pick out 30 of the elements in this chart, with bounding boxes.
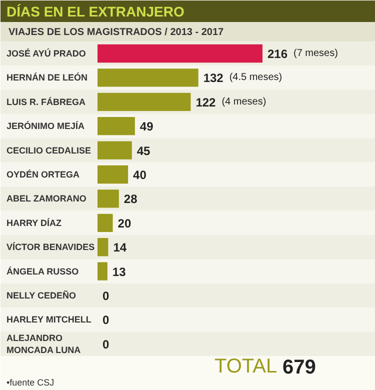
y-tick-label: JOSÉ AYÚ PRADO xyxy=(6,48,86,58)
data-label: 132 (4.5 meses) xyxy=(203,71,282,86)
data-label: 45 xyxy=(136,144,151,158)
y-tick-label: LUIS R. FÁBREGA xyxy=(6,96,86,107)
y-tick-label: OYDÉN ORTEGA xyxy=(6,170,80,180)
y-tick-label: JERÓNIMO MEJÍA xyxy=(6,121,86,132)
y-tick-label: VÍCTOR BENAVIDES xyxy=(6,242,95,252)
data-label: 0 xyxy=(102,313,110,328)
y-tick-label: ABEL ZAMORANO xyxy=(6,194,86,204)
data-label: 40 xyxy=(133,168,147,182)
y-tick-label: HARRY DÍAZ xyxy=(6,218,62,228)
y-tick-label: NELLY CEDEÑO xyxy=(6,290,76,300)
data-label: 49 xyxy=(140,120,154,134)
y-tick-label: CECILIO CEDALISE xyxy=(6,145,92,156)
chart-title: DÍAS EN EL EXTRANJERO xyxy=(6,4,184,20)
data-label: 14 xyxy=(113,240,127,255)
chart-subtitle: VIAJES DE LOS MAGISTRADOS / 2013 - 2017 xyxy=(8,27,224,38)
data-label: 28 xyxy=(124,192,138,206)
data-label: 0 xyxy=(102,337,110,352)
y-tick-label: ÁNGELA RUSSO xyxy=(6,266,79,276)
y-tick-label: ALEJANDRO MONCADA LUNA xyxy=(6,332,82,355)
y-tick-label: HERNÁN DE LEÓN xyxy=(6,72,88,83)
annotation: TOTAL 679 xyxy=(214,356,316,378)
data-label: 122 (4 meses) xyxy=(196,95,266,110)
y-tick-label: HARLEY MITCHELL xyxy=(6,314,92,325)
text: •fuente CSJ xyxy=(6,378,54,388)
data-label: 216 (7 meses) xyxy=(268,47,338,61)
data-label: 13 xyxy=(112,264,126,279)
data-label: 20 xyxy=(118,216,132,230)
data-label: 0 xyxy=(102,289,110,303)
